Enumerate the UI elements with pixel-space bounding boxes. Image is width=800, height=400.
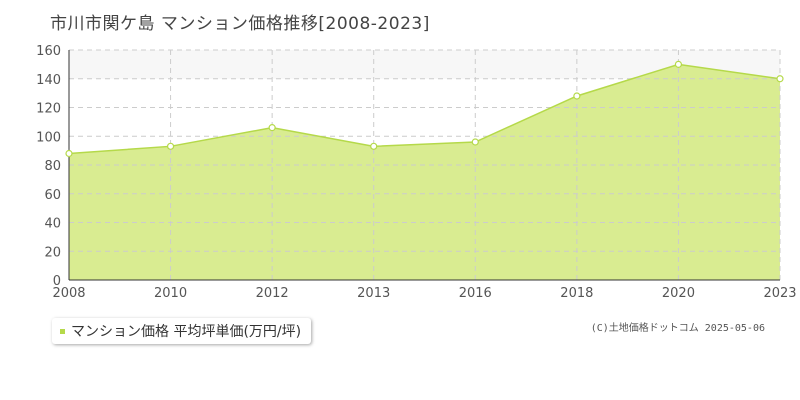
y-tick-label: 160 bbox=[36, 44, 61, 59]
data-point bbox=[573, 92, 581, 100]
y-tick-label: 120 bbox=[36, 102, 61, 117]
data-point bbox=[268, 124, 276, 132]
x-tick-label: 2013 bbox=[357, 286, 390, 300]
x-tick-label: 2008 bbox=[52, 286, 85, 300]
data-point bbox=[370, 142, 378, 150]
legend-swatch bbox=[60, 328, 65, 334]
data-point bbox=[674, 60, 683, 68]
x-tick-label: 2023 bbox=[763, 286, 796, 300]
y-tick-label: 0 bbox=[53, 274, 61, 289]
y-tick-label: 40 bbox=[44, 217, 61, 232]
area-chart: 0 20 40 60 80 100 120 140 160 2008 2010 2012 2013 201… bbox=[36, 44, 796, 300]
x-tick-label: 2010 bbox=[154, 286, 187, 300]
area-fill bbox=[69, 64, 780, 280]
series-line bbox=[68, 63, 781, 155]
data-point bbox=[65, 149, 73, 158]
y-tick-label: 140 bbox=[36, 73, 61, 88]
x-tick-label: 2020 bbox=[662, 286, 695, 300]
y-tick-label: 20 bbox=[44, 245, 61, 260]
x-tick-label: 2016 bbox=[459, 286, 492, 300]
data-point bbox=[166, 142, 175, 150]
chart-title: 市川市関ケ島 マンション価格推移[2008-2023] bbox=[50, 14, 430, 34]
legend-label: マンション価格 平均坪単価(万円/坪) bbox=[71, 324, 302, 340]
y-tick-label: 80 bbox=[44, 159, 61, 174]
data-point bbox=[776, 75, 784, 83]
y-tick-label: 100 bbox=[36, 130, 61, 145]
x-tick-label: 2018 bbox=[560, 286, 593, 300]
credit-text: (C)土地価格ドットコム 2025-05-06 bbox=[590, 323, 765, 334]
legend: マンション価格 平均坪単価(万円/坪) bbox=[52, 318, 312, 344]
x-tick-label: 2012 bbox=[256, 286, 289, 300]
data-point bbox=[471, 138, 479, 146]
y-tick-label: 60 bbox=[44, 188, 61, 203]
